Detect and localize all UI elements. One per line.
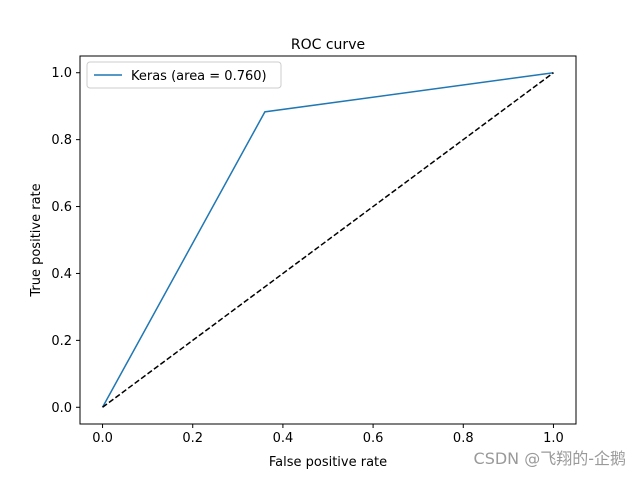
x-tick-label: 0.2 (182, 431, 203, 446)
x-tick-label: 0.0 (92, 431, 113, 446)
y-tick-label: 0.0 (51, 401, 72, 416)
chart-title: ROC curve (291, 37, 365, 53)
x-axis-label: False positive rate (269, 455, 387, 470)
y-axis-label: True positive rate (29, 183, 44, 297)
x-tick-label: 0.6 (363, 431, 384, 446)
legend-box (86, 61, 282, 89)
x-tick-label: 0.8 (453, 431, 474, 446)
x-tick-label: 1.0 (543, 431, 564, 446)
legend-label: Keras (area = 0.760) (131, 69, 267, 84)
y-tick-label: 0.8 (51, 133, 72, 148)
y-tick-label: 0.6 (51, 200, 72, 215)
chance-diagonal-line (102, 72, 554, 408)
x-tick-label: 0.4 (273, 431, 294, 446)
watermark: CSDN @飞翔的-企鹅 (474, 449, 626, 468)
y-tick-label: 0.2 (51, 334, 72, 349)
y-tick-label: 0.4 (51, 267, 72, 282)
roc-series-line (101, 71, 554, 408)
axes-frame (79, 55, 577, 425)
legend: Keras (area = 0.760) (86, 61, 282, 89)
y-tick-label: 1.0 (51, 66, 72, 81)
